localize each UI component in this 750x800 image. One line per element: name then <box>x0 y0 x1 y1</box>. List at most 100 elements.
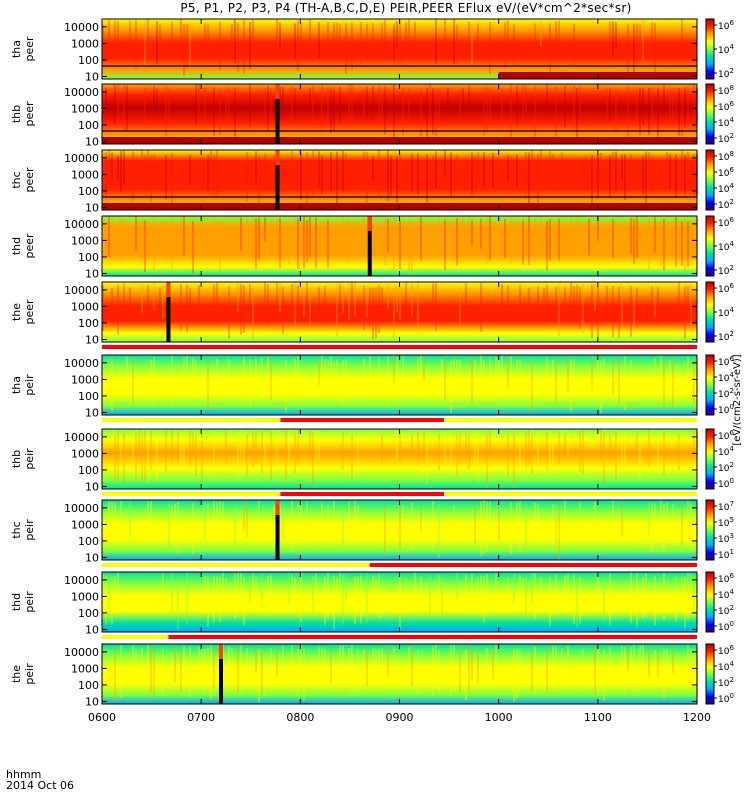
spectrogram-stripe <box>471 357 473 404</box>
spectrogram-stripe <box>489 216 491 261</box>
spectrogram-stripe <box>564 85 566 128</box>
spectrogram-stripe <box>102 285 104 331</box>
y-tick-label: 10 <box>85 135 99 148</box>
spectrogram-stripe <box>555 21 557 47</box>
spectrogram-stripe <box>555 358 557 402</box>
spectrogram-stripe <box>297 648 299 697</box>
spectrogram-stripe <box>111 287 113 325</box>
spectrogram-stripe <box>405 282 407 322</box>
spectrogram-stripe <box>282 504 284 540</box>
spectrogram-stripe <box>633 286 635 326</box>
spectrogram-stripe <box>357 576 359 605</box>
spectrogram-stripe <box>675 88 677 118</box>
spectrogram-stripe <box>417 431 419 466</box>
spectrogram-stripe <box>531 572 533 606</box>
spectrogram-stripe <box>486 501 488 552</box>
spectrogram-stripe <box>594 646 596 695</box>
spectrogram-stripe <box>345 573 347 604</box>
colorbar-tick-label: 102 <box>718 330 734 343</box>
spectrogram-stripe <box>651 155 653 194</box>
spectrogram-stripe <box>537 286 539 321</box>
y-tick-label: 1000 <box>71 102 99 115</box>
spectrogram-stripe <box>507 433 509 476</box>
spectrogram-stripe <box>375 287 377 339</box>
spectrogram-stripe <box>687 572 689 620</box>
spectrogram-stripe <box>228 358 230 389</box>
spectrogram-stripe <box>237 572 239 604</box>
spectrogram-stripe <box>321 155 323 194</box>
spectrogram-stripe <box>435 19 437 64</box>
spectrogram-stripe <box>636 573 638 628</box>
spectrogram-stripe <box>543 287 545 317</box>
spectrogram-stripe <box>477 648 479 683</box>
spectrogram-stripe <box>528 152 530 205</box>
spectrogram-stripe <box>324 576 326 626</box>
spectrogram-stripe <box>135 20 137 70</box>
spectrogram-stripe <box>585 155 587 187</box>
spectrogram-stripe <box>450 220 452 260</box>
spectrogram-stripe <box>393 646 395 683</box>
spectrogram-stripe <box>255 218 257 269</box>
spectrogram-stripe <box>630 153 632 184</box>
spectrogram-stripe <box>600 152 602 190</box>
spectrogram-stripe <box>660 355 662 382</box>
spectrogram-stripe <box>492 152 494 188</box>
colorbar-tick-label: 106 <box>718 166 734 179</box>
spectrogram-stripe <box>252 287 254 342</box>
spectrogram-stripe <box>363 88 365 116</box>
y-tick-label: 10000 <box>64 646 99 659</box>
spectrogram-stripe <box>537 430 539 469</box>
y-tick-label: 1000 <box>71 518 99 531</box>
spectrogram-stripe <box>687 644 689 684</box>
spectrogram-stripe <box>582 429 584 475</box>
y-tick-label: 10000 <box>64 284 99 297</box>
spectrogram-stripe <box>453 505 455 533</box>
spectrogram-stripe <box>117 155 119 182</box>
spectrogram-stripe <box>129 287 131 323</box>
spectrogram-stripe <box>573 574 575 625</box>
y-tick-label: 100 <box>78 251 99 264</box>
spectrogram-stripe <box>216 358 218 396</box>
spectrogram-stripe <box>357 433 359 475</box>
colorbar-tick-label: 105 <box>718 516 734 529</box>
spectrogram-stripe <box>243 19 245 74</box>
spectrogram-stripe <box>642 644 644 685</box>
spectrogram-stripe <box>426 87 428 140</box>
panel-thc-peer: 10 100 1000 10000 thc peer 102 104 106 108 <box>10 149 734 214</box>
spectrogram-stripe <box>258 649 260 703</box>
spectrogram-stripe <box>231 647 233 690</box>
spectrogram-stripe <box>159 287 161 315</box>
spectrogram-stripe <box>693 431 695 459</box>
spectrogram-stripe <box>252 433 254 469</box>
spectrogram-stripe <box>333 22 335 61</box>
spectrogram-stripe <box>444 219 446 271</box>
spectrogram-stripe <box>678 87 680 136</box>
spectrogram-stripe <box>432 283 434 318</box>
spectrogram-stripe <box>204 87 206 117</box>
spectrogram-stripe <box>114 648 116 703</box>
spectrogram-stripe <box>486 648 488 673</box>
spectrogram-stripe <box>321 647 323 692</box>
spectrogram-stripe <box>693 84 695 121</box>
spectrogram-stripe <box>117 284 119 335</box>
spectrogram-stripe <box>681 19 683 53</box>
mode-bar <box>102 492 697 496</box>
spectrogram-stripe <box>327 219 329 268</box>
spectrogram-stripe <box>144 220 146 273</box>
spectrogram-stripe <box>486 86 488 133</box>
mode-bar-segment <box>168 635 698 639</box>
mode-bar-segment <box>102 635 169 639</box>
y-tick-label: 10000 <box>64 152 99 165</box>
spectrogram-stripe <box>450 152 452 198</box>
spectrogram-stripe <box>693 357 695 404</box>
spectrogram-stripe <box>417 282 419 329</box>
spectrogram-stripe <box>432 88 434 135</box>
spectrogram-stripe <box>153 644 155 698</box>
spectrogram-stripe <box>465 283 467 309</box>
spectrogram-stripe <box>234 87 236 140</box>
spectrogram-stripe <box>474 155 476 194</box>
spectrogram-stripe <box>357 220 359 250</box>
spectrogram-stripe <box>345 221 347 264</box>
spectrogram-stripe <box>492 648 494 680</box>
spectrogram-stripe <box>462 87 464 113</box>
